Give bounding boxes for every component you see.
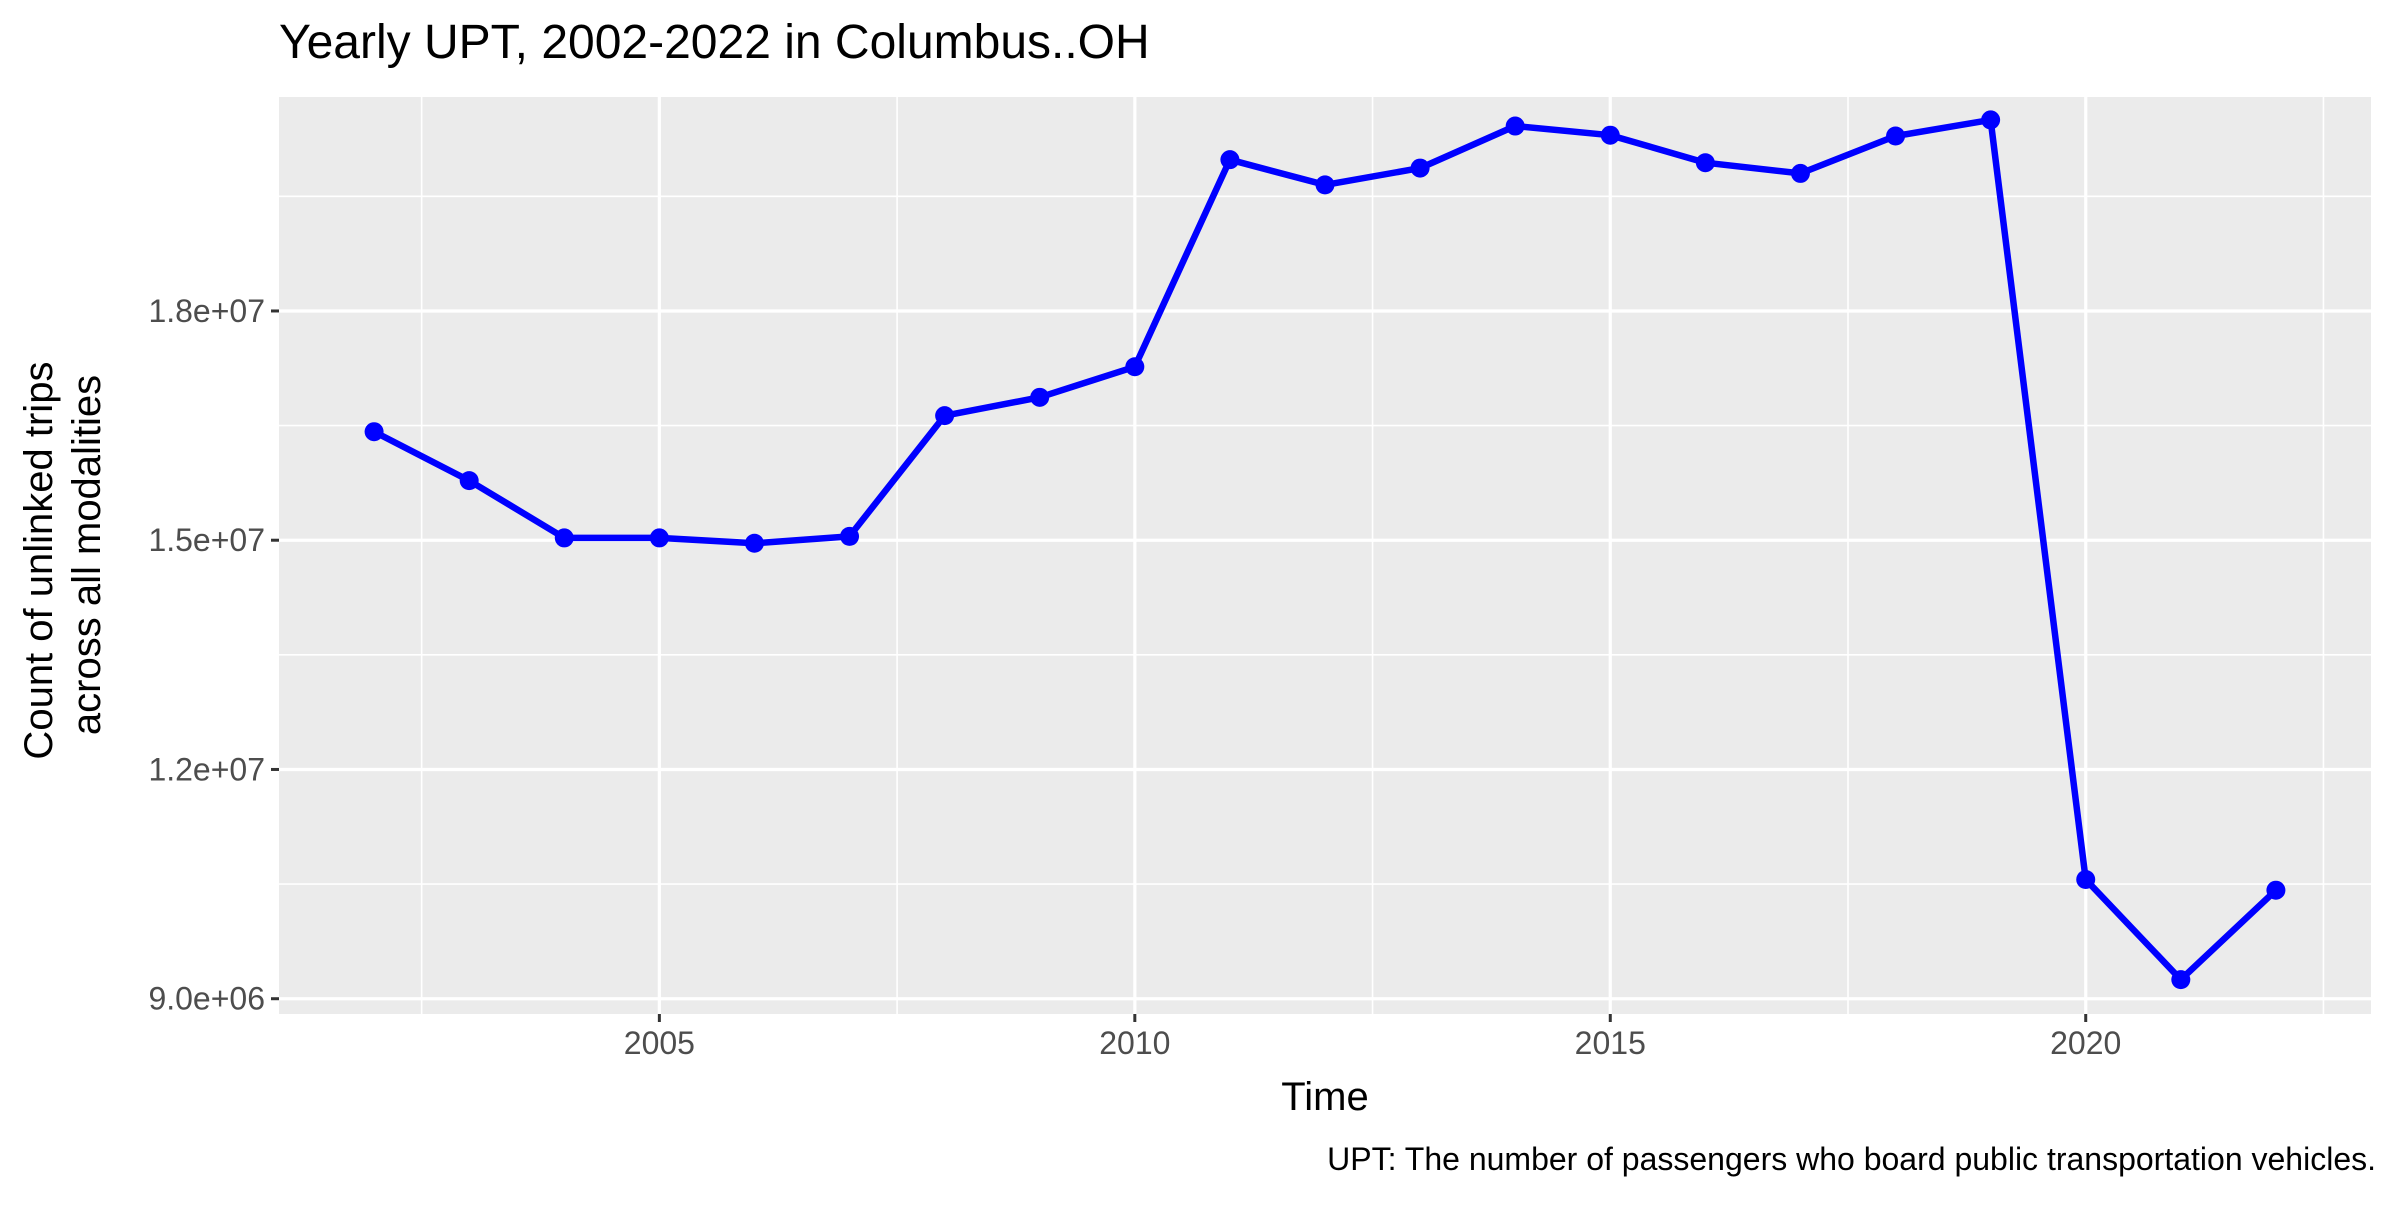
data-point xyxy=(2076,870,2096,890)
data-point xyxy=(1886,126,1906,146)
data-point xyxy=(364,422,384,442)
y-tick-label: 9.0e+06 xyxy=(148,981,265,1017)
y-tick-labels: 9.0e+06 1.2e+07 1.5e+07 1.8e+07 xyxy=(148,293,265,1017)
data-point xyxy=(935,406,955,426)
data-point xyxy=(554,528,574,548)
y-axis-title-line-1: Count of unlinked trips xyxy=(17,362,61,760)
x-tick-label: 2020 xyxy=(2050,1025,2121,1061)
chart-caption: UPT: The number of passengers who board … xyxy=(1327,1141,2376,1177)
x-tick-label: 2005 xyxy=(624,1025,695,1061)
y-tick-label: 1.5e+07 xyxy=(148,522,265,558)
y-axis-title-line-2: across all modalities xyxy=(65,375,109,735)
x-tick-label: 2010 xyxy=(1099,1025,1170,1061)
data-point xyxy=(1030,387,1050,407)
points-layer xyxy=(364,110,2286,990)
data-point xyxy=(744,533,764,553)
data-point xyxy=(1505,116,1525,136)
y-tick-label: 1.8e+07 xyxy=(148,293,265,329)
x-tick-labels: 2005 2010 2015 2020 xyxy=(624,1025,2122,1061)
data-point xyxy=(649,528,669,548)
data-point xyxy=(1410,158,1430,178)
minor-gridlines xyxy=(279,97,2371,1014)
y-tick-label: 1.2e+07 xyxy=(148,751,265,787)
x-tick-label: 2015 xyxy=(1575,1025,1646,1061)
data-point xyxy=(840,526,860,546)
plot-panel xyxy=(279,97,2371,1014)
axis-ticks xyxy=(271,309,2088,1022)
y-axis-title: Count of unlinked trips across all modal… xyxy=(17,350,109,759)
data-point xyxy=(2266,880,2286,900)
chart-title: Yearly UPT, 2002-2022 in Columbus..OH xyxy=(279,16,1150,69)
data-point xyxy=(459,471,479,491)
data-point xyxy=(1790,163,1810,183)
data-point xyxy=(1315,175,1335,195)
data-point xyxy=(1125,357,1145,377)
data-point xyxy=(2171,970,2191,990)
data-point xyxy=(1220,150,1240,170)
x-axis-title: Time xyxy=(1281,1075,1368,1119)
data-point xyxy=(1981,110,2001,130)
data-point xyxy=(1695,153,1715,173)
data-point xyxy=(1600,125,1620,145)
